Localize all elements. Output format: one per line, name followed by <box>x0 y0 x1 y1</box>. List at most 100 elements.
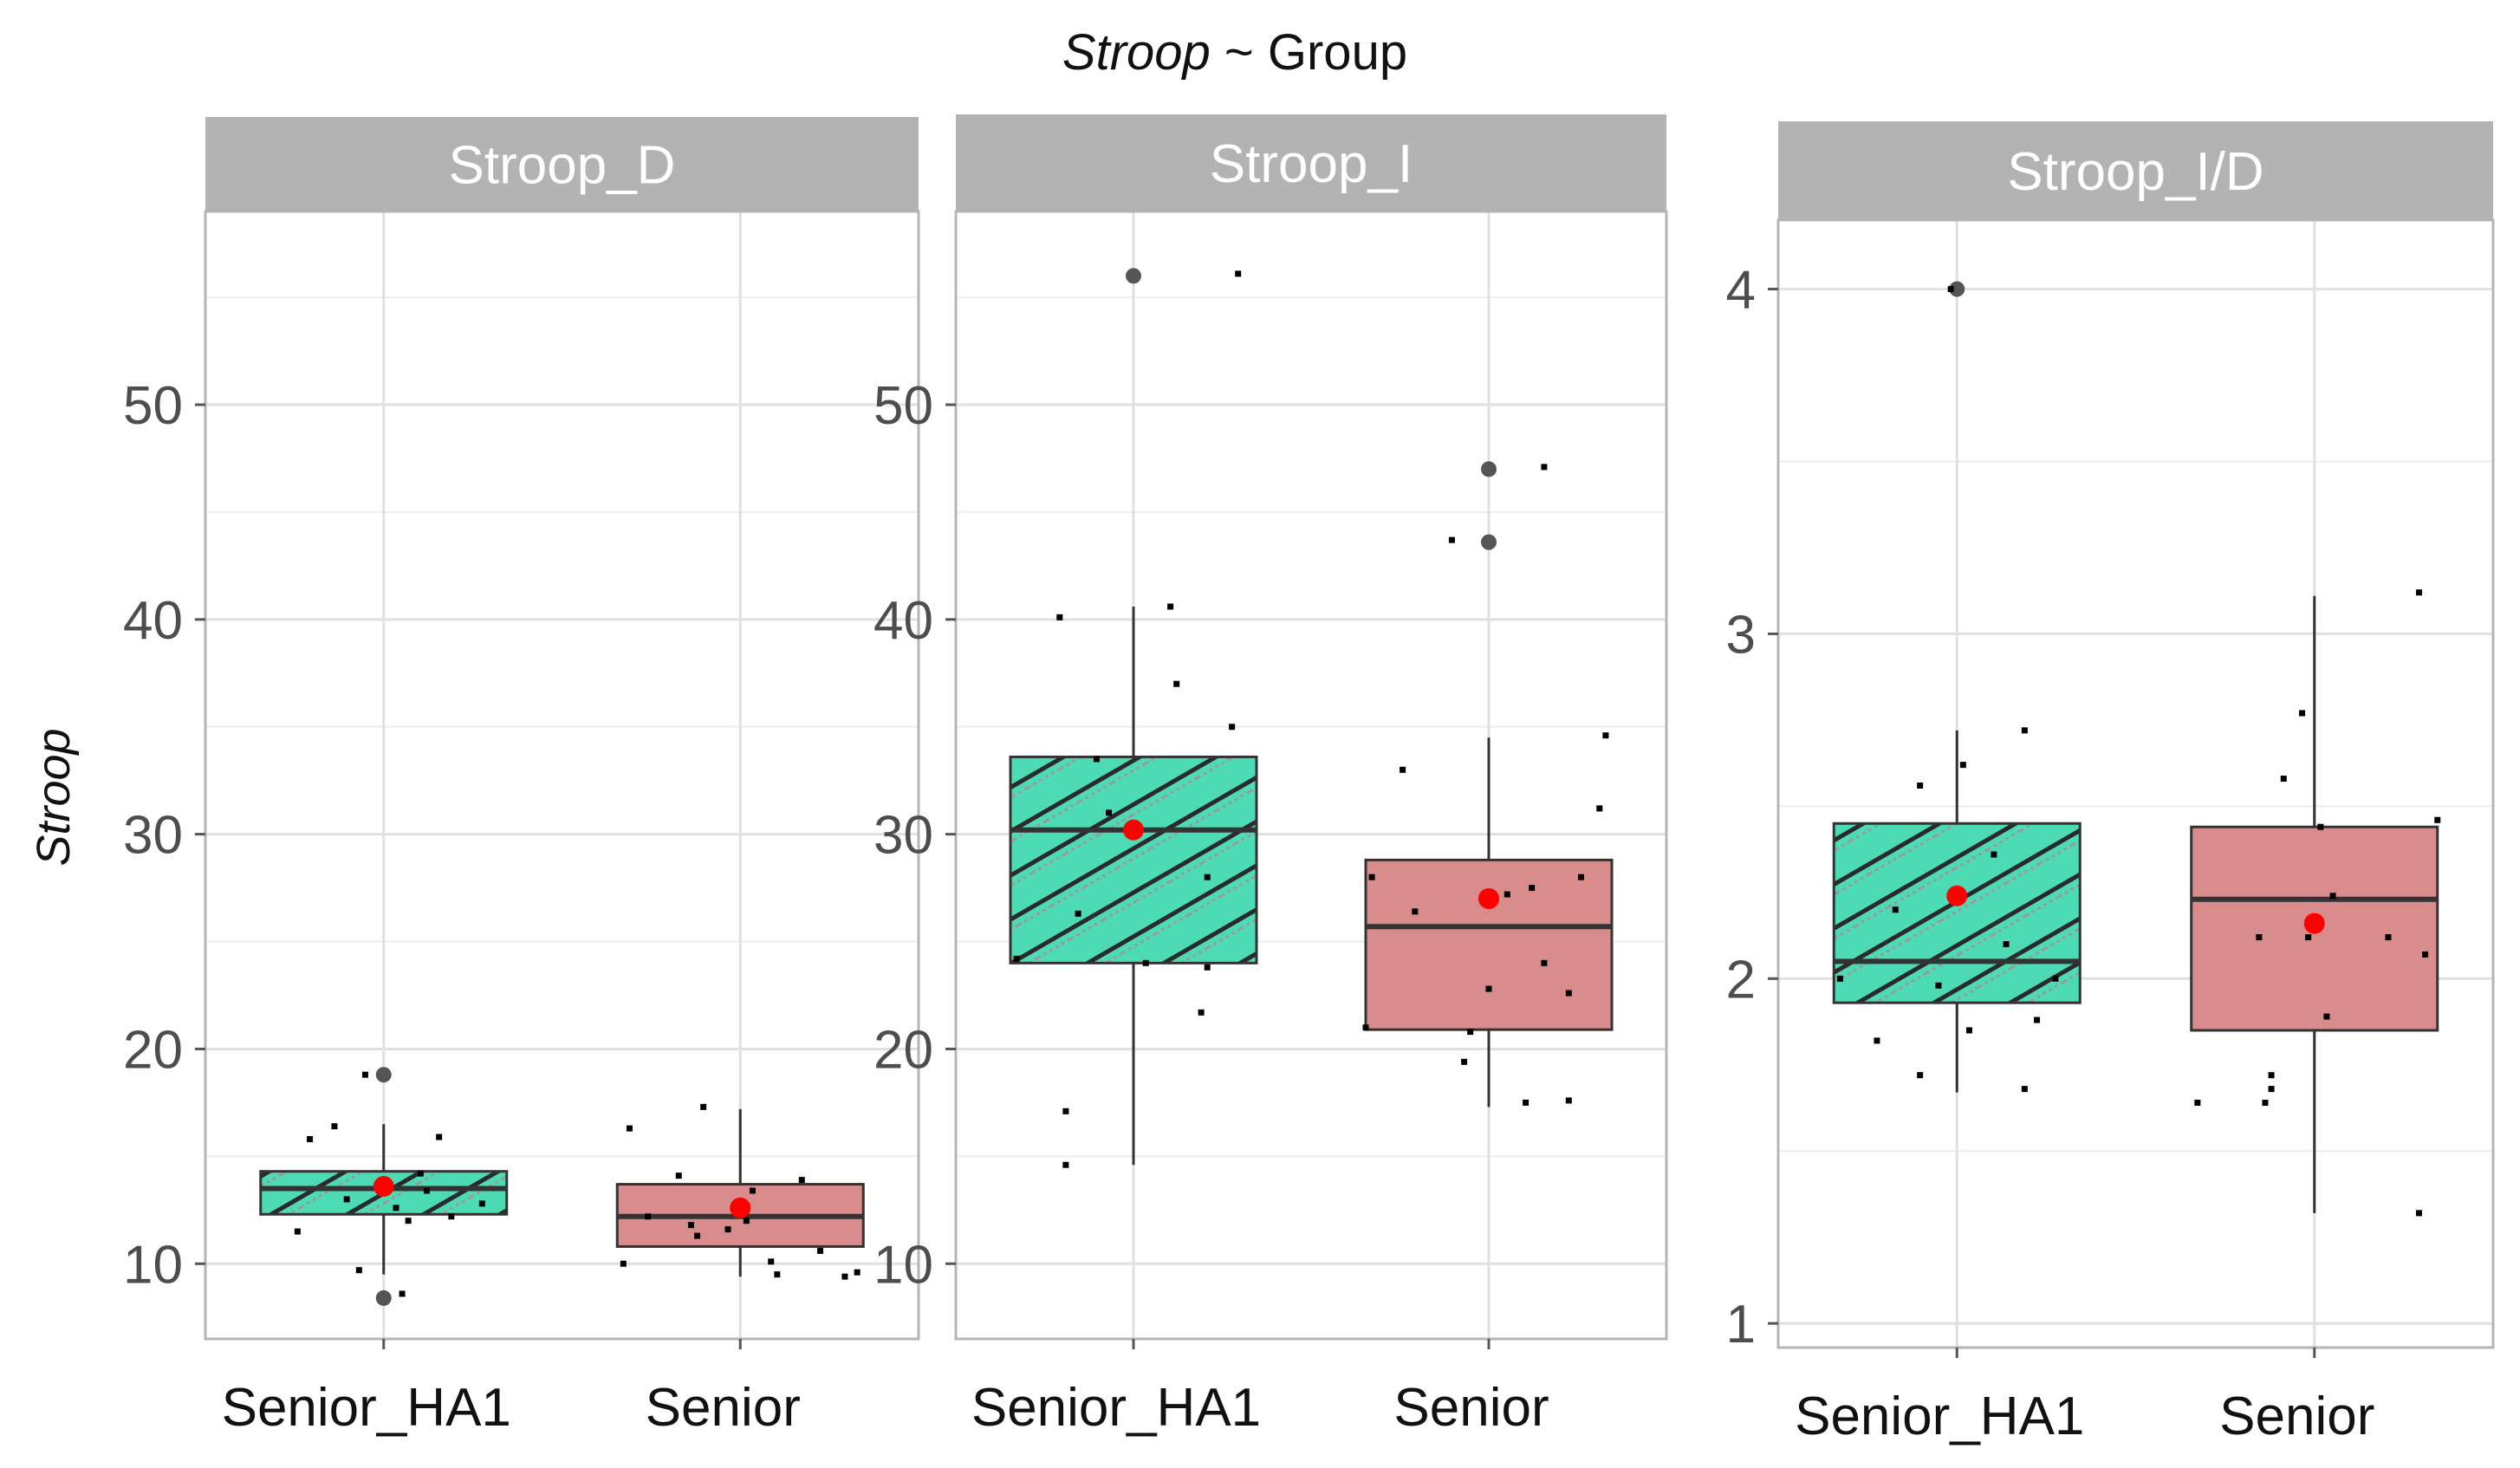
jitter-point <box>2329 893 2336 900</box>
jitter-point <box>361 1071 368 1078</box>
jitter-point <box>687 1222 694 1229</box>
jitter-point <box>2262 1100 2269 1107</box>
jitter-point <box>355 1267 362 1274</box>
jitter-point <box>1173 680 1180 687</box>
outlier-point <box>1481 461 1497 477</box>
jitter-point <box>2415 1210 2422 1217</box>
jitter-point <box>1093 756 1100 763</box>
jitter-point <box>1991 851 1997 858</box>
jitter-point <box>1198 1009 1205 1016</box>
facet-panel-1: Stroop_D 10 20 30 40 50 Senior_HA1 Senior <box>123 117 920 1438</box>
facet-panel-2: Stroop_I 10 20 30 40 50 Senior_HA1 Senior <box>874 114 1668 1438</box>
jitter-point <box>1565 1097 1572 1104</box>
jitter-point <box>1075 910 1081 917</box>
jitter-point <box>307 1136 314 1143</box>
y-tick-label: 30 <box>874 806 933 866</box>
box-Senior <box>2190 589 2441 1217</box>
jitter-point <box>1448 536 1455 543</box>
jitter-point <box>405 1218 412 1224</box>
jitter-point <box>724 1226 731 1233</box>
facet-strip-label: Stroop_I/D <box>2007 142 2263 202</box>
box-hatch <box>1010 757 1257 964</box>
jitter-point <box>343 1196 350 1203</box>
y-axis-label: Stroop <box>28 728 80 866</box>
y-tick-label: 10 <box>874 1235 933 1295</box>
jitter-point <box>620 1260 627 1267</box>
box-Senior_HA1 <box>1009 268 1258 1168</box>
jitter-point <box>1959 762 1966 769</box>
y-tick-label: 10 <box>123 1235 183 1295</box>
jitter-point <box>774 1271 781 1278</box>
jitter-point <box>1400 766 1406 773</box>
mean-point <box>730 1197 751 1218</box>
jitter-point <box>1935 982 1942 989</box>
jitter-point <box>1523 1099 1530 1106</box>
jitter-point <box>2299 710 2306 717</box>
facet-strip <box>956 114 1666 211</box>
chart-title-rest: ~ Group <box>1211 24 1407 81</box>
box-outline <box>2190 825 2439 1032</box>
jitter-point <box>1874 1037 1880 1044</box>
jitter-point <box>1362 1024 1369 1031</box>
box-outline <box>1364 858 1614 1031</box>
facet-strip-label: Stroop_I <box>1210 134 1413 194</box>
jitter-point <box>1836 975 1843 982</box>
panel-background <box>205 211 919 1339</box>
jitter-point <box>2415 589 2422 596</box>
jitter-point <box>1541 464 1548 471</box>
jitter-point <box>1142 959 1149 966</box>
y-tick-label: 50 <box>874 376 933 436</box>
jitter-point <box>1485 985 1492 992</box>
mean-point <box>1946 885 1968 906</box>
jitter-point <box>2422 951 2429 958</box>
jitter-point <box>1062 1161 1069 1168</box>
jitter-point <box>1917 1072 1924 1079</box>
jitter-point <box>1106 809 1113 816</box>
box-hatch <box>1834 823 2081 1004</box>
jitter-point <box>417 1170 424 1177</box>
jitter-point <box>2021 1086 2028 1093</box>
y-tick-label: 4 <box>1726 261 1756 321</box>
jitter-point <box>1368 874 1375 880</box>
mean-point <box>373 1176 394 1198</box>
jitter-point <box>1947 286 1954 293</box>
chart-title: Stroop ~ Group <box>1062 24 1407 81</box>
jitter-point <box>645 1213 652 1220</box>
x-category-label: Senior <box>1393 1378 1549 1438</box>
jitter-point <box>399 1290 406 1297</box>
x-category-label: Senior <box>646 1378 801 1438</box>
jitter-point <box>2194 1100 2201 1107</box>
box-outline <box>259 1170 509 1216</box>
outlier-point <box>1481 534 1497 550</box>
jitter-point <box>841 1273 848 1280</box>
chart-title-italic: Stroop <box>1062 24 1211 81</box>
jitter-point <box>1917 782 1924 789</box>
jitter-point <box>2280 776 2287 783</box>
jitter-point <box>1412 908 1419 915</box>
jitter-point <box>1529 885 1536 892</box>
panel-background <box>1778 220 2493 1348</box>
jitter-point <box>1541 959 1548 966</box>
box-outline <box>1009 755 1258 965</box>
outlier-point <box>375 1289 392 1306</box>
outlier-point <box>1949 281 1965 297</box>
x-category-label: Senior_HA1 <box>222 1378 511 1438</box>
jitter-point <box>393 1205 399 1211</box>
jitter-point <box>675 1172 682 1179</box>
mean-point <box>1123 819 1144 841</box>
box-Senior_HA1 <box>1832 281 2082 1093</box>
jitter-point <box>2021 727 2028 734</box>
jitter-point <box>1204 964 1211 971</box>
y-tick-label: 1 <box>1726 1295 1756 1354</box>
y-tick-label: 30 <box>123 806 183 866</box>
jitter-point <box>1578 874 1584 880</box>
jitter-point <box>768 1258 775 1265</box>
jitter-point <box>694 1232 701 1239</box>
jitter-point <box>294 1228 301 1235</box>
jitter-point <box>2323 1013 2330 1020</box>
y-tick-label: 3 <box>1726 605 1756 665</box>
jitter-point <box>1056 614 1063 620</box>
jitter-point <box>854 1269 861 1276</box>
facet-panel-3: Stroop_I/D 1 2 3 4 Senior_HA1 Senior <box>1726 121 2495 1446</box>
